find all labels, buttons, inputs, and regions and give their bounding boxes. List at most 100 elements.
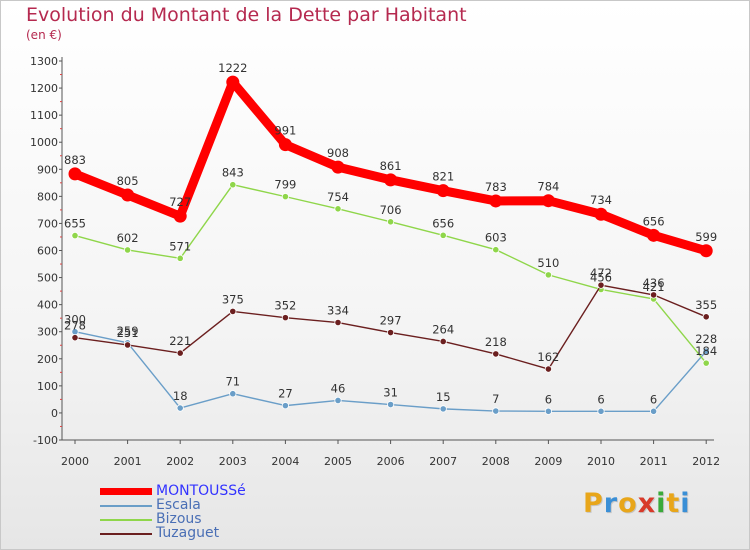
legend-label: Escala bbox=[156, 497, 201, 513]
data-label-escala: 6 bbox=[597, 392, 604, 406]
legend-label: MONTOUSSé bbox=[156, 483, 246, 499]
data-label-montouss-: 783 bbox=[485, 180, 507, 194]
data-point-montouss- bbox=[699, 244, 713, 258]
legend-swatch bbox=[100, 519, 152, 521]
data-point-montouss- bbox=[489, 194, 503, 208]
data-point-escala bbox=[229, 390, 237, 398]
proxiti-logo: Proxiti bbox=[583, 488, 691, 519]
data-label-escala: 27 bbox=[278, 387, 293, 401]
data-label-bizous: 754 bbox=[327, 190, 349, 204]
legend-swatch bbox=[100, 488, 152, 495]
data-label-escala: 300 bbox=[64, 313, 86, 327]
data-point-tuzaguet bbox=[544, 365, 553, 373]
data-point-bizous bbox=[702, 359, 710, 367]
data-point-escala bbox=[492, 407, 500, 415]
data-label-bizous: 456 bbox=[590, 270, 612, 284]
data-label-montouss-: 599 bbox=[695, 230, 717, 244]
y-tick-label: 800 bbox=[37, 190, 58, 203]
data-label-bizous: 656 bbox=[432, 216, 454, 230]
y-tick-label: 1200 bbox=[30, 82, 58, 95]
data-label-bizous: 184 bbox=[695, 344, 717, 358]
x-tick-label: 2004 bbox=[271, 455, 299, 468]
logo-letter: t bbox=[666, 488, 681, 519]
data-point-escala bbox=[597, 407, 605, 415]
y-tick-label: 1100 bbox=[30, 109, 58, 122]
x-tick-label: 2008 bbox=[482, 455, 510, 468]
data-point-montouss- bbox=[594, 207, 608, 221]
data-point-tuzaguet bbox=[229, 307, 237, 316]
data-label-tuzaguet: 436 bbox=[643, 276, 665, 290]
chart-subtitle: (en €) bbox=[26, 28, 62, 42]
data-label-escala: 228 bbox=[695, 332, 717, 346]
x-tick-label: 2010 bbox=[587, 455, 615, 468]
data-point-bizous bbox=[71, 232, 79, 240]
data-label-escala: 6 bbox=[650, 392, 657, 406]
data-point-tuzaguet bbox=[649, 291, 658, 299]
data-label-escala: 6 bbox=[545, 392, 552, 406]
logo-letter: r bbox=[603, 488, 619, 519]
data-label-tuzaguet: 278 bbox=[64, 319, 86, 333]
data-label-bizous: 799 bbox=[274, 178, 296, 192]
chart-title: Evolution du Montant de la Dette par Hab… bbox=[26, 4, 467, 26]
data-label-tuzaguet: 297 bbox=[380, 314, 402, 328]
data-point-montouss- bbox=[436, 184, 450, 198]
y-tick-label: 200 bbox=[37, 353, 58, 366]
data-point-escala bbox=[702, 347, 710, 355]
data-point-escala bbox=[544, 407, 553, 415]
data-label-tuzaguet: 472 bbox=[590, 266, 612, 280]
x-tick-label: 2007 bbox=[429, 455, 457, 468]
data-point-tuzaguet bbox=[71, 334, 79, 342]
y-tick-label: -100 bbox=[33, 434, 58, 447]
data-label-montouss-: 734 bbox=[590, 193, 612, 207]
logo-letter: i bbox=[680, 488, 691, 519]
data-point-escala bbox=[176, 404, 184, 412]
y-tick-label: 1000 bbox=[30, 136, 58, 149]
data-label-escala: 259 bbox=[117, 324, 139, 338]
data-label-tuzaguet: 352 bbox=[274, 299, 296, 313]
x-tick-label: 2006 bbox=[377, 455, 405, 468]
data-point-escala bbox=[439, 405, 447, 413]
logo-letter: x bbox=[637, 488, 657, 519]
data-point-tuzaguet bbox=[386, 328, 395, 337]
data-point-montouss- bbox=[226, 75, 240, 89]
y-tick-label: 700 bbox=[37, 217, 58, 230]
data-point-bizous bbox=[439, 231, 447, 239]
data-point-tuzaguet bbox=[124, 341, 132, 349]
x-tick-label: 2002 bbox=[166, 455, 194, 468]
data-label-escala: 15 bbox=[436, 390, 451, 404]
data-label-bizous: 706 bbox=[380, 203, 402, 217]
data-label-escala: 7 bbox=[492, 392, 499, 406]
x-tick-label: 2009 bbox=[534, 455, 562, 468]
data-label-tuzaguet: 334 bbox=[327, 304, 349, 318]
data-point-tuzaguet bbox=[702, 313, 710, 321]
data-point-bizous bbox=[544, 271, 553, 279]
data-label-montouss-: 805 bbox=[117, 174, 139, 188]
data-point-montouss- bbox=[278, 138, 292, 152]
y-tick-label: 0 bbox=[51, 407, 58, 420]
data-label-tuzaguet: 251 bbox=[117, 326, 139, 340]
data-point-tuzaguet bbox=[334, 318, 342, 327]
data-point-tuzaguet bbox=[597, 281, 605, 289]
y-tick-label: 1300 bbox=[30, 55, 58, 68]
data-label-bizous: 602 bbox=[117, 231, 139, 245]
logo-letter: o bbox=[618, 488, 638, 519]
x-tick-label: 2000 bbox=[61, 455, 89, 468]
x-tick-label: 2005 bbox=[324, 455, 352, 468]
data-point-montouss- bbox=[173, 209, 187, 223]
data-point-escala bbox=[386, 400, 395, 409]
data-point-tuzaguet bbox=[176, 349, 184, 357]
data-label-bizous: 571 bbox=[169, 239, 191, 253]
y-tick-label: 900 bbox=[37, 163, 58, 176]
x-tick-label: 2001 bbox=[114, 455, 142, 468]
data-label-bizous: 843 bbox=[222, 166, 244, 180]
data-point-montouss- bbox=[121, 188, 135, 202]
data-label-escala: 31 bbox=[383, 386, 398, 400]
data-label-montouss-: 821 bbox=[432, 170, 454, 184]
data-label-montouss-: 861 bbox=[380, 159, 402, 173]
data-label-escala: 46 bbox=[331, 381, 346, 395]
data-point-tuzaguet bbox=[492, 350, 500, 358]
data-point-montouss- bbox=[331, 160, 345, 174]
x-tick-label: 2011 bbox=[640, 455, 668, 468]
